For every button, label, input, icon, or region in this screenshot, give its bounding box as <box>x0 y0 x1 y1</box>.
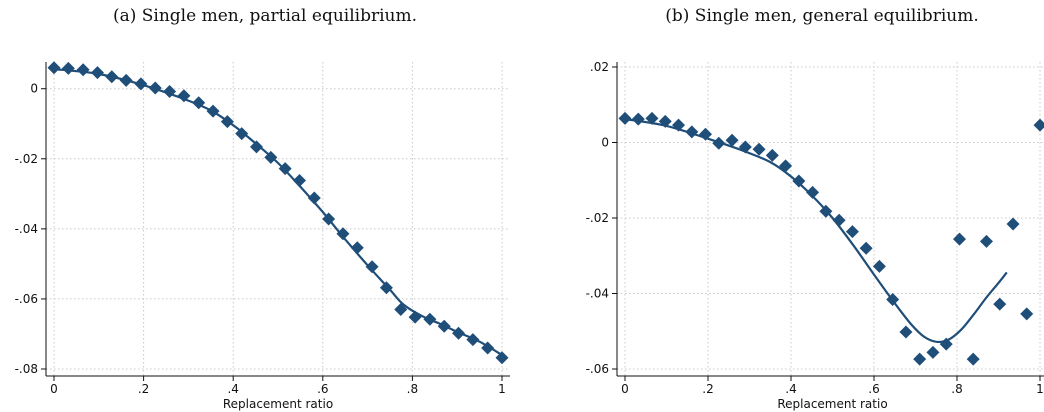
data-point <box>779 159 793 173</box>
y-tick-label: .02 <box>590 60 609 74</box>
data-point <box>379 281 393 295</box>
fitted-curve <box>53 68 503 356</box>
data-point <box>119 73 133 87</box>
data-point <box>47 61 61 75</box>
data-point <box>672 118 686 132</box>
x-axis-title: Replacement ratio <box>777 397 887 411</box>
data-point <box>336 227 350 241</box>
y-tick-label: 0 <box>601 136 609 150</box>
data-point <box>466 333 480 347</box>
data-point <box>163 85 177 99</box>
data-point <box>105 70 119 84</box>
data-point <box>792 174 806 188</box>
data-point <box>886 293 900 307</box>
y-tick-label: -.06 <box>586 362 609 376</box>
x-tick-label: .8 <box>951 382 962 396</box>
data-point <box>618 111 632 125</box>
y-tick-label: -.02 <box>586 211 609 225</box>
data-point <box>631 112 645 126</box>
x-tick-label: 0 <box>50 382 58 396</box>
data-point <box>206 104 220 118</box>
x-tick-label: 0 <box>621 382 629 396</box>
data-point <box>806 185 820 199</box>
y-tick-label: -.04 <box>15 222 38 236</box>
data-point <box>61 61 75 75</box>
data-point <box>645 111 659 125</box>
chart-a-title: (a) Single men, partial equilibrium. <box>112 6 418 26</box>
data-point <box>1033 118 1044 132</box>
x-tick-label: .2 <box>138 382 149 396</box>
x-tick-label: .6 <box>868 382 879 396</box>
data-point <box>738 140 752 154</box>
data-point <box>278 162 292 176</box>
data-point <box>293 174 307 188</box>
data-point <box>437 319 451 333</box>
x-tick-label: .2 <box>702 382 713 396</box>
y-tick-label: -.04 <box>586 287 609 301</box>
data-point <box>872 259 886 273</box>
x-tick-label: .8 <box>407 382 418 396</box>
data-point <box>926 345 940 359</box>
data-point <box>423 312 437 326</box>
data-point <box>365 260 379 274</box>
data-point <box>859 241 873 255</box>
y-tick-label: -.08 <box>15 362 38 376</box>
fitted-curve <box>624 118 1008 344</box>
data-point <box>712 136 726 150</box>
data-point <box>192 96 206 110</box>
x-tick-label: 1 <box>498 382 506 396</box>
x-axis-title: Replacement ratio <box>223 397 333 411</box>
x-tick-label: .6 <box>317 382 328 396</box>
data-point <box>235 127 249 141</box>
data-point <box>264 150 278 164</box>
data-point <box>220 115 234 129</box>
data-point <box>939 337 953 351</box>
data-point <box>134 77 148 91</box>
data-point <box>658 114 672 128</box>
chart-a: 0 .2 .4 .6 .8 1 0 -.02 -.04 -.06 -.08 Replacement r… <box>15 61 510 411</box>
chart-b-title: (b) Single men, general equilibrium. <box>665 6 979 26</box>
data-point <box>979 234 993 248</box>
data-point <box>699 127 713 141</box>
data-point <box>1020 307 1034 321</box>
y-tick-label: -.02 <box>15 152 38 166</box>
data-point <box>993 297 1007 311</box>
y-tick-label: 0 <box>30 82 38 96</box>
data-point <box>307 191 321 205</box>
data-point <box>481 341 495 355</box>
y-tick-label: -.06 <box>15 292 38 306</box>
data-point <box>725 133 739 147</box>
data-point <box>177 89 191 103</box>
data-point <box>685 125 699 139</box>
data-point <box>452 326 466 340</box>
chart-b: 0 .2 .4 .6 .8 1 .02 0 -.02 -.04 -.06 Replacement ra… <box>586 60 1044 411</box>
data-point <box>322 212 336 226</box>
data-point <box>913 352 927 366</box>
data-point <box>832 213 846 227</box>
data-point <box>394 302 408 316</box>
data-point <box>90 66 104 80</box>
data-point <box>148 81 162 95</box>
data-point <box>350 241 364 255</box>
x-tick-label: 1 <box>1036 382 1044 396</box>
data-point <box>249 140 263 154</box>
data-point <box>408 310 422 324</box>
data-point <box>845 225 859 239</box>
data-point <box>899 325 913 339</box>
data-point <box>752 142 766 156</box>
data-point <box>76 63 90 77</box>
data-point <box>495 351 509 365</box>
x-tick-label: .4 <box>785 382 796 396</box>
data-point <box>1006 217 1020 231</box>
data-point <box>819 204 833 218</box>
data-point <box>765 148 779 162</box>
data-point <box>952 232 966 246</box>
data-point <box>966 352 980 366</box>
x-tick-label: .4 <box>227 382 238 396</box>
